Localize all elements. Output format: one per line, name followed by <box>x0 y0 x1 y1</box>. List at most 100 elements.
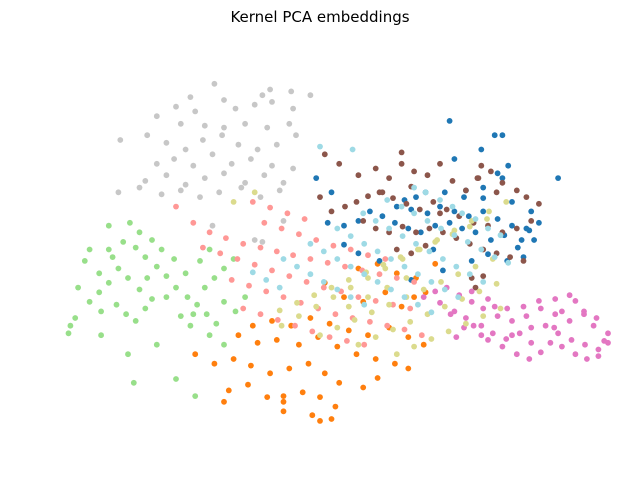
series-6 <box>173 199 425 348</box>
scatter-point <box>374 375 381 381</box>
scatter-point <box>415 301 421 308</box>
scatter-point <box>595 353 602 359</box>
scatter-point <box>328 416 335 422</box>
scatter-point <box>347 246 354 253</box>
scatter-point <box>472 229 479 236</box>
scatter-point <box>459 225 465 232</box>
scatter-point <box>163 294 170 300</box>
scatter-point <box>313 175 320 182</box>
scatter-point <box>267 204 273 211</box>
scatter-point <box>67 322 74 329</box>
scatter-point <box>484 216 490 222</box>
scatter-point <box>489 330 496 337</box>
scatter-point <box>257 244 264 251</box>
scatter-point <box>177 120 184 127</box>
scatter-point <box>503 336 510 342</box>
scatter-point <box>326 320 333 327</box>
scatter-point <box>360 210 367 217</box>
scatter-point <box>336 160 343 167</box>
scatter-point <box>344 338 350 344</box>
scatter-point <box>321 151 328 158</box>
scatter-point <box>440 267 446 274</box>
scatter-point <box>353 199 360 205</box>
scatter-point <box>81 258 88 264</box>
scatter-point <box>420 341 427 348</box>
scatter-point <box>213 320 220 327</box>
scatter-point <box>261 219 268 226</box>
scatter-point <box>194 301 201 308</box>
scatter-point <box>234 256 241 262</box>
scatter-point <box>480 208 487 215</box>
scatter-point <box>254 339 261 346</box>
scatter-point <box>523 313 530 319</box>
scatter-point <box>386 175 392 182</box>
scatter-point <box>334 286 341 293</box>
scatter-point <box>130 379 137 386</box>
scatter-point <box>426 248 433 255</box>
scatter-point <box>528 324 535 331</box>
scatter-point <box>367 318 373 325</box>
scatter-point <box>438 279 444 285</box>
scatter-point <box>345 303 352 310</box>
scatter-point <box>413 240 419 247</box>
scatter-point <box>273 248 280 255</box>
scatter-point <box>447 311 454 318</box>
scatter-point <box>437 210 443 217</box>
scatter-point <box>494 216 501 222</box>
scatter-point <box>221 124 227 131</box>
scatter-point <box>345 327 352 334</box>
scatter-point <box>280 218 287 224</box>
scatter-point <box>355 250 362 257</box>
scatter-point <box>163 172 170 179</box>
scatter-point <box>296 231 302 238</box>
scatter-point <box>365 294 371 300</box>
scatter-point <box>437 160 443 167</box>
scatter-point <box>330 242 337 249</box>
scatter-point <box>203 311 210 318</box>
scatter-point <box>441 303 448 310</box>
scatter-point <box>259 239 266 245</box>
scatter-point <box>513 351 520 358</box>
scatter-point <box>376 258 383 264</box>
scatter-point <box>528 339 535 346</box>
scatter-point <box>142 305 149 312</box>
scatter-point <box>317 143 323 150</box>
scatter-point <box>405 334 412 340</box>
scatter-point <box>351 317 358 323</box>
scatter-point <box>386 225 392 232</box>
scatter-point <box>360 384 367 391</box>
scatter-point <box>280 398 287 405</box>
scatter-point <box>453 334 460 340</box>
scatter-point <box>485 296 491 302</box>
scatter-point <box>509 318 515 324</box>
scatter-point <box>438 225 444 232</box>
scatter-point <box>254 146 261 153</box>
scatter-point <box>246 282 252 289</box>
scatter-point <box>463 320 469 327</box>
scatter-point <box>173 376 179 382</box>
scatter-point <box>411 210 417 217</box>
scatter-point <box>245 381 251 388</box>
scatter-point <box>182 146 189 153</box>
scatter-point <box>437 203 443 210</box>
scatter-point <box>390 326 396 333</box>
scatter-point <box>313 237 320 243</box>
scatter-point <box>158 246 165 253</box>
scatter-point <box>187 322 194 329</box>
scatter-point <box>248 156 254 162</box>
scatter-point <box>309 412 316 419</box>
scatter-point <box>311 292 318 299</box>
scatter-point <box>499 343 506 350</box>
scatter-point <box>582 341 588 348</box>
scatter-point <box>115 265 122 272</box>
scatter-point <box>372 298 379 304</box>
scatter-point <box>472 263 479 270</box>
scatter-point <box>72 315 79 321</box>
scatter-point <box>382 289 389 296</box>
scatter-point <box>441 286 448 293</box>
scatter-point <box>320 248 327 255</box>
scatter-point <box>280 179 287 186</box>
scatter-point <box>449 178 456 184</box>
scatter-point <box>296 341 302 348</box>
